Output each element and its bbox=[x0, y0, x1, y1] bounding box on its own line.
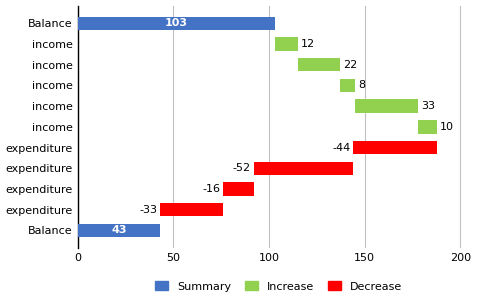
Text: -44: -44 bbox=[332, 142, 349, 153]
Text: -33: -33 bbox=[139, 205, 157, 215]
Text: 10: 10 bbox=[439, 122, 454, 132]
Text: 12: 12 bbox=[300, 39, 314, 49]
Bar bbox=[223, 182, 253, 196]
Bar bbox=[160, 203, 223, 216]
Text: 33: 33 bbox=[420, 101, 434, 111]
Text: 22: 22 bbox=[342, 60, 356, 70]
Bar bbox=[253, 161, 352, 175]
Text: 43: 43 bbox=[111, 225, 126, 235]
Text: 8: 8 bbox=[357, 81, 364, 91]
Bar bbox=[77, 17, 274, 30]
Bar bbox=[339, 79, 354, 92]
Bar bbox=[297, 58, 339, 72]
Text: -16: -16 bbox=[202, 184, 220, 194]
Bar bbox=[354, 100, 417, 113]
Legend: Summary, Increase, Decrease: Summary, Increase, Decrease bbox=[151, 277, 406, 292]
Bar bbox=[274, 37, 297, 51]
Bar bbox=[417, 120, 437, 134]
Bar bbox=[77, 224, 160, 237]
Text: 103: 103 bbox=[165, 18, 187, 28]
Text: -52: -52 bbox=[232, 163, 250, 173]
Bar bbox=[352, 141, 437, 154]
